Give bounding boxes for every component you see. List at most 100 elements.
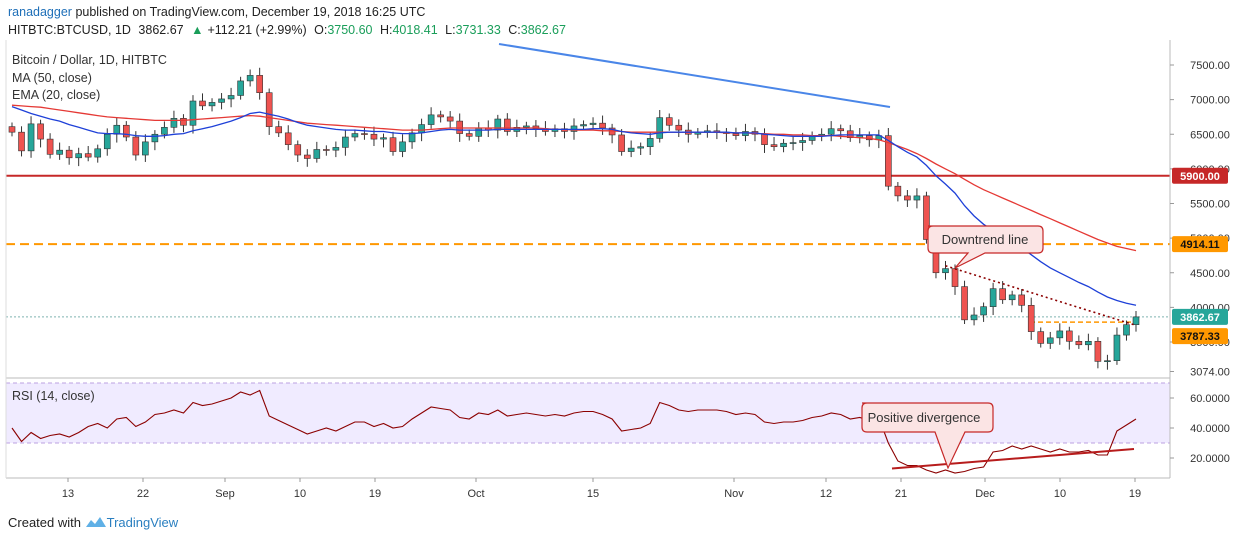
candle-body[interactable] [446, 116, 454, 122]
candle-body[interactable] [323, 149, 330, 151]
candle-body[interactable] [618, 134, 625, 152]
candle-body[interactable] [170, 118, 178, 128]
candle-body[interactable] [1085, 341, 1092, 346]
candle-body[interactable] [399, 141, 406, 152]
candle-body[interactable] [970, 314, 978, 321]
candle-body[interactable] [151, 133, 159, 143]
candle-body[interactable] [351, 133, 359, 138]
candle-body[interactable] [303, 154, 311, 159]
candle-body[interactable] [989, 288, 997, 307]
candle-body[interactable] [961, 286, 968, 321]
candle-body[interactable] [1018, 294, 1025, 306]
candle-body[interactable] [904, 195, 911, 201]
candle-body[interactable] [46, 138, 54, 155]
candle-body[interactable] [837, 128, 845, 132]
candle-body[interactable] [494, 118, 502, 131]
candle-body[interactable] [294, 144, 302, 156]
candle-body[interactable] [313, 149, 321, 159]
candle-body[interactable] [532, 125, 540, 130]
candle-body[interactable] [227, 95, 235, 100]
candle-body[interactable] [1104, 360, 1111, 362]
candle-body[interactable] [1094, 341, 1102, 362]
candle-body[interactable] [627, 147, 635, 152]
candle-body[interactable] [265, 92, 273, 127]
candle-body[interactable] [56, 149, 63, 155]
candle-body[interactable] [1075, 341, 1083, 346]
candle-body[interactable] [18, 131, 25, 152]
candle-body[interactable] [923, 195, 930, 240]
price-pane[interactable] [6, 43, 1170, 370]
candle-body[interactable] [123, 124, 130, 138]
candle-body[interactable] [780, 142, 787, 148]
candle-body[interactable] [161, 127, 168, 135]
candle-body[interactable] [408, 132, 416, 143]
candle-body[interactable] [256, 75, 263, 94]
candle-body[interactable] [913, 195, 921, 201]
candle-body[interactable] [27, 123, 35, 152]
candle-body[interactable] [75, 153, 82, 159]
candle-body[interactable] [570, 125, 578, 132]
candle-body[interactable] [732, 133, 740, 136]
candle-body[interactable] [237, 80, 244, 96]
candle-body[interactable] [465, 133, 473, 137]
candle-body[interactable] [675, 124, 683, 131]
candle-body[interactable] [761, 133, 768, 145]
candle-body[interactable] [665, 117, 673, 126]
footer-brand[interactable]: TradingView [106, 515, 179, 530]
chart-area[interactable]: 7500.007000.006500.006000.005500.005000.… [0, 40, 1234, 512]
candle-body[interactable] [980, 306, 987, 316]
candle-body[interactable] [199, 100, 206, 107]
candle-body[interactable] [180, 118, 187, 126]
candle-body[interactable] [8, 126, 16, 133]
candle-body[interactable] [342, 136, 349, 148]
candle-body[interactable] [361, 133, 368, 135]
candle-body[interactable] [94, 148, 102, 158]
candle-body[interactable] [589, 122, 597, 125]
candle-body[interactable] [284, 132, 292, 145]
candle-body[interactable] [1066, 330, 1073, 342]
candle-body[interactable] [142, 141, 149, 156]
candle-body[interactable] [951, 268, 959, 287]
candle-body[interactable] [1113, 334, 1121, 361]
candle-body[interactable] [1037, 331, 1045, 344]
candle-body[interactable] [599, 122, 606, 129]
candle-body[interactable] [113, 124, 121, 135]
candle-body[interactable] [246, 75, 254, 82]
candle-body[interactable] [799, 140, 806, 143]
candle-body[interactable] [103, 133, 111, 150]
candle-body[interactable] [389, 137, 397, 152]
candle-body[interactable] [332, 147, 340, 151]
candle-body[interactable] [1123, 324, 1130, 336]
rsi-pane[interactable] [6, 382, 1170, 474]
candle-body[interactable] [208, 102, 216, 107]
candle-body[interactable] [1056, 330, 1064, 339]
candle-body[interactable] [580, 124, 587, 127]
candle-body[interactable] [656, 117, 664, 139]
candle-body[interactable] [456, 120, 463, 134]
candle-body[interactable] [1046, 337, 1054, 344]
candle-body[interactable] [885, 135, 892, 187]
candle-body[interactable] [646, 138, 654, 148]
candle-body[interactable] [637, 146, 644, 149]
candle-body[interactable] [475, 127, 483, 137]
candle-body[interactable] [999, 288, 1006, 301]
candle-body[interactable] [942, 268, 949, 274]
candle-body[interactable] [1132, 316, 1140, 325]
candle-body[interactable] [827, 128, 835, 135]
publisher-username[interactable]: ranadagger [8, 5, 72, 19]
candle-body[interactable] [523, 125, 530, 128]
candle-body[interactable] [132, 136, 140, 156]
candle-body[interactable] [1008, 294, 1016, 301]
candle-body[interactable] [370, 133, 378, 140]
candle-body[interactable] [218, 98, 225, 103]
candle-body[interactable] [37, 123, 44, 140]
candle-body[interactable] [504, 118, 511, 132]
candle-body[interactable] [65, 149, 73, 159]
candle-body[interactable] [437, 114, 444, 118]
candle-body[interactable] [427, 114, 435, 125]
candle-body[interactable] [380, 137, 387, 140]
candle-body[interactable] [1027, 304, 1035, 332]
candle-body[interactable] [894, 185, 902, 197]
candle-body[interactable] [789, 142, 797, 144]
candle-body[interactable] [84, 153, 92, 158]
